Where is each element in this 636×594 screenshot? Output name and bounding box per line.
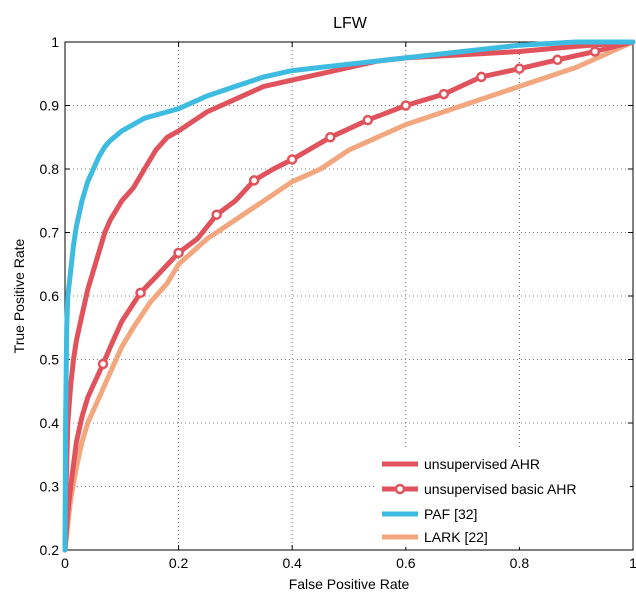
series-marker: [552, 54, 563, 66]
x-tick-label: 0.8: [510, 555, 530, 571]
x-tick-label: 0.6: [396, 555, 416, 571]
legend: unsupervised AHR unsupervised basic AHR PA…: [376, 449, 630, 547]
data-series: [62, 39, 636, 553]
y-tick-label: 0.5: [40, 352, 60, 368]
x-tick-label: 0.2: [169, 555, 189, 571]
x-tick-label: 0: [61, 555, 69, 571]
y-tick-label: 1: [51, 34, 59, 50]
series-marker: [400, 100, 412, 111]
y-tick-label: 0.4: [40, 415, 60, 431]
series-marker: [325, 132, 336, 143]
series-marker: [362, 114, 373, 126]
axis-ticks: 0 0.2 0.4 0.6 0.8 10.20.30.40.50.60.70.80.91: [40, 34, 636, 571]
legend-label: unsupervised AHR: [424, 456, 540, 472]
legend-label: unsupervised basic AHR: [424, 481, 577, 497]
y-tick-label: 0.2: [40, 542, 60, 558]
series-line-paf-32: [62, 39, 636, 553]
y-tick-label: 0.8: [40, 161, 60, 177]
y-tick-label: 0.6: [40, 288, 60, 304]
y-axis-label: True Positive Rate: [11, 238, 27, 353]
x-axis-label: False Positive Rate: [289, 576, 410, 592]
x-tick-label: 0.4: [282, 555, 302, 571]
series-line-lark-22: [62, 39, 636, 553]
y-tick-label: 0.3: [40, 479, 60, 495]
legend-label: PAF [32]: [424, 506, 477, 522]
series-marker: [514, 63, 525, 74]
series-marker: [173, 247, 184, 259]
series-marker: [438, 88, 450, 100]
y-tick-label: 0.9: [40, 98, 60, 114]
series-marker: [248, 175, 260, 186]
legend-box: [376, 449, 630, 547]
series-marker: [97, 358, 109, 370]
x-tick-label: 1: [629, 555, 636, 571]
series-line-unsupervised-basic-ahr: [62, 39, 636, 553]
chart-title: LFW: [333, 15, 368, 32]
legend-label: LARK [22]: [424, 529, 488, 545]
series-marker: [211, 209, 222, 220]
series-marker: [589, 46, 601, 57]
legend-marker: [394, 483, 406, 495]
series-marker: [286, 154, 298, 165]
series-marker: [135, 287, 146, 299]
series-marker: [476, 71, 487, 83]
y-tick-label: 0.7: [40, 225, 60, 241]
